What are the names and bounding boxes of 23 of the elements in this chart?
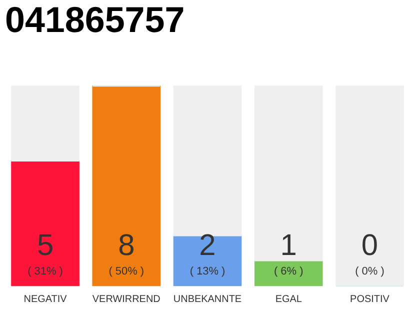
bar [11, 160, 80, 286]
data-label: 2 [199, 228, 216, 262]
x-tick-label: VERWIRREND [92, 294, 160, 306]
chart-title: 041865757 [4, 0, 185, 40]
data-label: 5 [36, 228, 54, 262]
bar [254, 260, 323, 286]
annotation: ( 13% ) [190, 266, 226, 278]
annotation: ( 6% ) [274, 266, 304, 278]
x-tick-label: POSITIV [350, 294, 390, 306]
data-label: 0 [361, 228, 378, 262]
bar [336, 86, 404, 286]
annotation: ( 31% ) [28, 266, 63, 278]
annotation: ( 50% ) [108, 266, 144, 278]
bar [92, 86, 161, 286]
data-label: 8 [118, 228, 135, 262]
x-tick-label: EGAL [275, 294, 302, 306]
bar [254, 86, 323, 262]
data-label: 1 [280, 228, 297, 262]
bar [11, 86, 80, 162]
annotation: ( 0% ) [355, 266, 384, 278]
bar [173, 235, 242, 286]
x-tick-label: UNBEKANNTE [173, 294, 242, 306]
x-tick-label: NEGATIV [24, 294, 68, 306]
